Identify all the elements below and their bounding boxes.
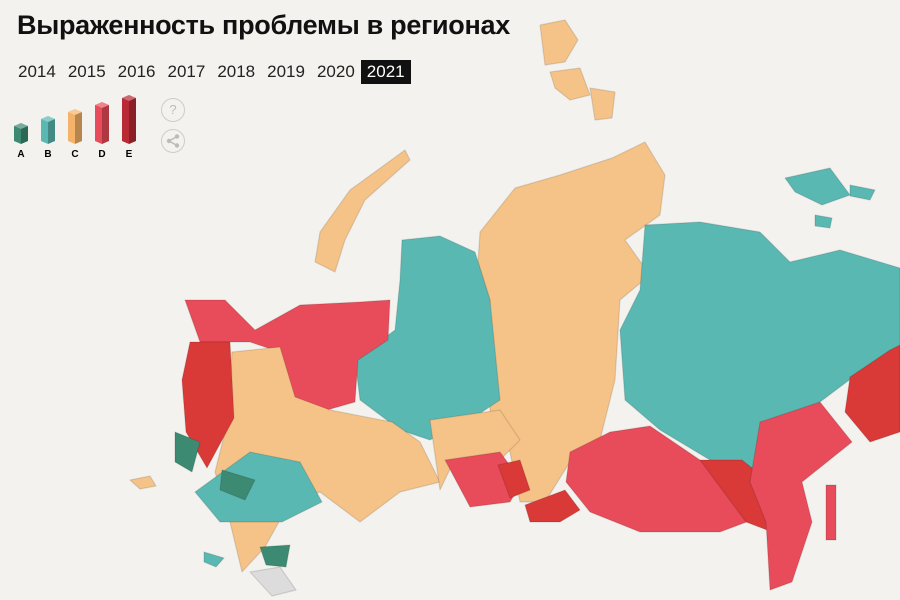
region-a-23[interactable]: [174, 431, 201, 473]
legend-bar-icon: [122, 95, 136, 144]
region-c-1[interactable]: [549, 67, 591, 101]
region-e-16[interactable]: [524, 489, 581, 523]
legend-bar-icon: [14, 123, 28, 144]
region-b-8[interactable]: [814, 214, 833, 229]
region-a-24[interactable]: [219, 469, 256, 501]
region-c-0[interactable]: [539, 19, 579, 66]
help-button[interactable]: ?: [161, 98, 185, 122]
legend-item-D: D: [93, 102, 111, 160]
legend-bar-icon: [41, 116, 55, 144]
page-title: Выраженность проблемы в регионах: [17, 10, 510, 40]
legend-label: E: [125, 149, 133, 160]
share-icon: [166, 134, 180, 148]
year-tab-2017[interactable]: 2017: [167, 62, 206, 81]
region-none-26[interactable]: [249, 566, 297, 597]
region-b-9[interactable]: [354, 235, 501, 441]
region-d-19[interactable]: [749, 401, 853, 591]
year-tab-2014[interactable]: 2014: [18, 62, 56, 81]
region-c-27[interactable]: [129, 475, 157, 490]
legend-item-B: B: [39, 116, 57, 160]
legend-label: B: [44, 149, 52, 160]
region-b-7[interactable]: [849, 184, 876, 201]
legend-item-C: C: [66, 109, 84, 160]
legend-label: D: [98, 149, 106, 160]
region-c-3[interactable]: [314, 149, 411, 273]
legend-item-A: A: [12, 123, 30, 160]
legend-label: A: [17, 149, 25, 160]
region-d-10[interactable]: [184, 299, 391, 413]
region-e-12[interactable]: [181, 341, 235, 469]
share-button[interactable]: [161, 129, 185, 153]
region-c-2[interactable]: [589, 87, 616, 121]
legend-bar-icon: [95, 102, 109, 144]
year-tab-2020[interactable]: 2020: [316, 62, 355, 81]
year-tab-2015[interactable]: 2015: [67, 62, 106, 81]
year-tab-2019[interactable]: 2019: [267, 62, 305, 81]
region-e-20[interactable]: [844, 344, 900, 443]
year-tab-2016[interactable]: 2016: [117, 62, 156, 81]
year-selector: 2014 2015 2016 2017 2018 2019 2020 2021: [12, 60, 411, 84]
year-tab-2021[interactable]: 2021: [360, 60, 411, 84]
region-d-21[interactable]: [825, 484, 837, 541]
legend-label: C: [71, 149, 79, 160]
legend-bar-icon: [68, 109, 82, 144]
year-tab-2018[interactable]: 2018: [217, 62, 256, 81]
region-b-28[interactable]: [203, 551, 225, 568]
region-b-22[interactable]: [194, 451, 323, 523]
region-b-6[interactable]: [784, 167, 851, 206]
region-a-25[interactable]: [259, 544, 291, 568]
region-e-15[interactable]: [497, 459, 531, 499]
legend-item-E: E: [120, 95, 138, 160]
legend: A B C D E: [12, 95, 138, 160]
